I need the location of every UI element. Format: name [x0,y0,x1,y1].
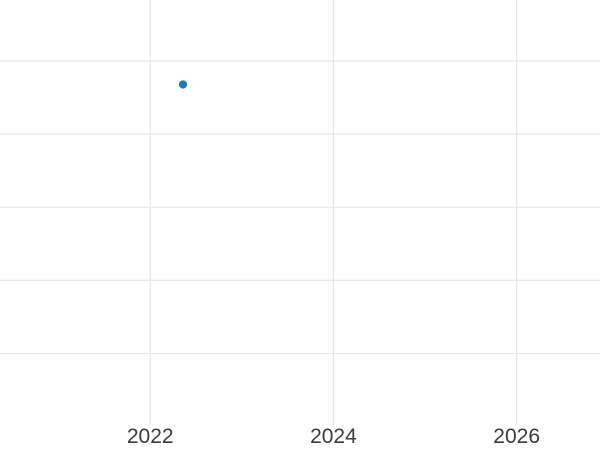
x-tick-label-2024: 2024 [310,425,357,448]
x-tick-label-2022: 2022 [126,425,174,448]
scatter-point-marker [178,80,188,89]
x-tick-label-2026: 2026 [493,425,540,448]
